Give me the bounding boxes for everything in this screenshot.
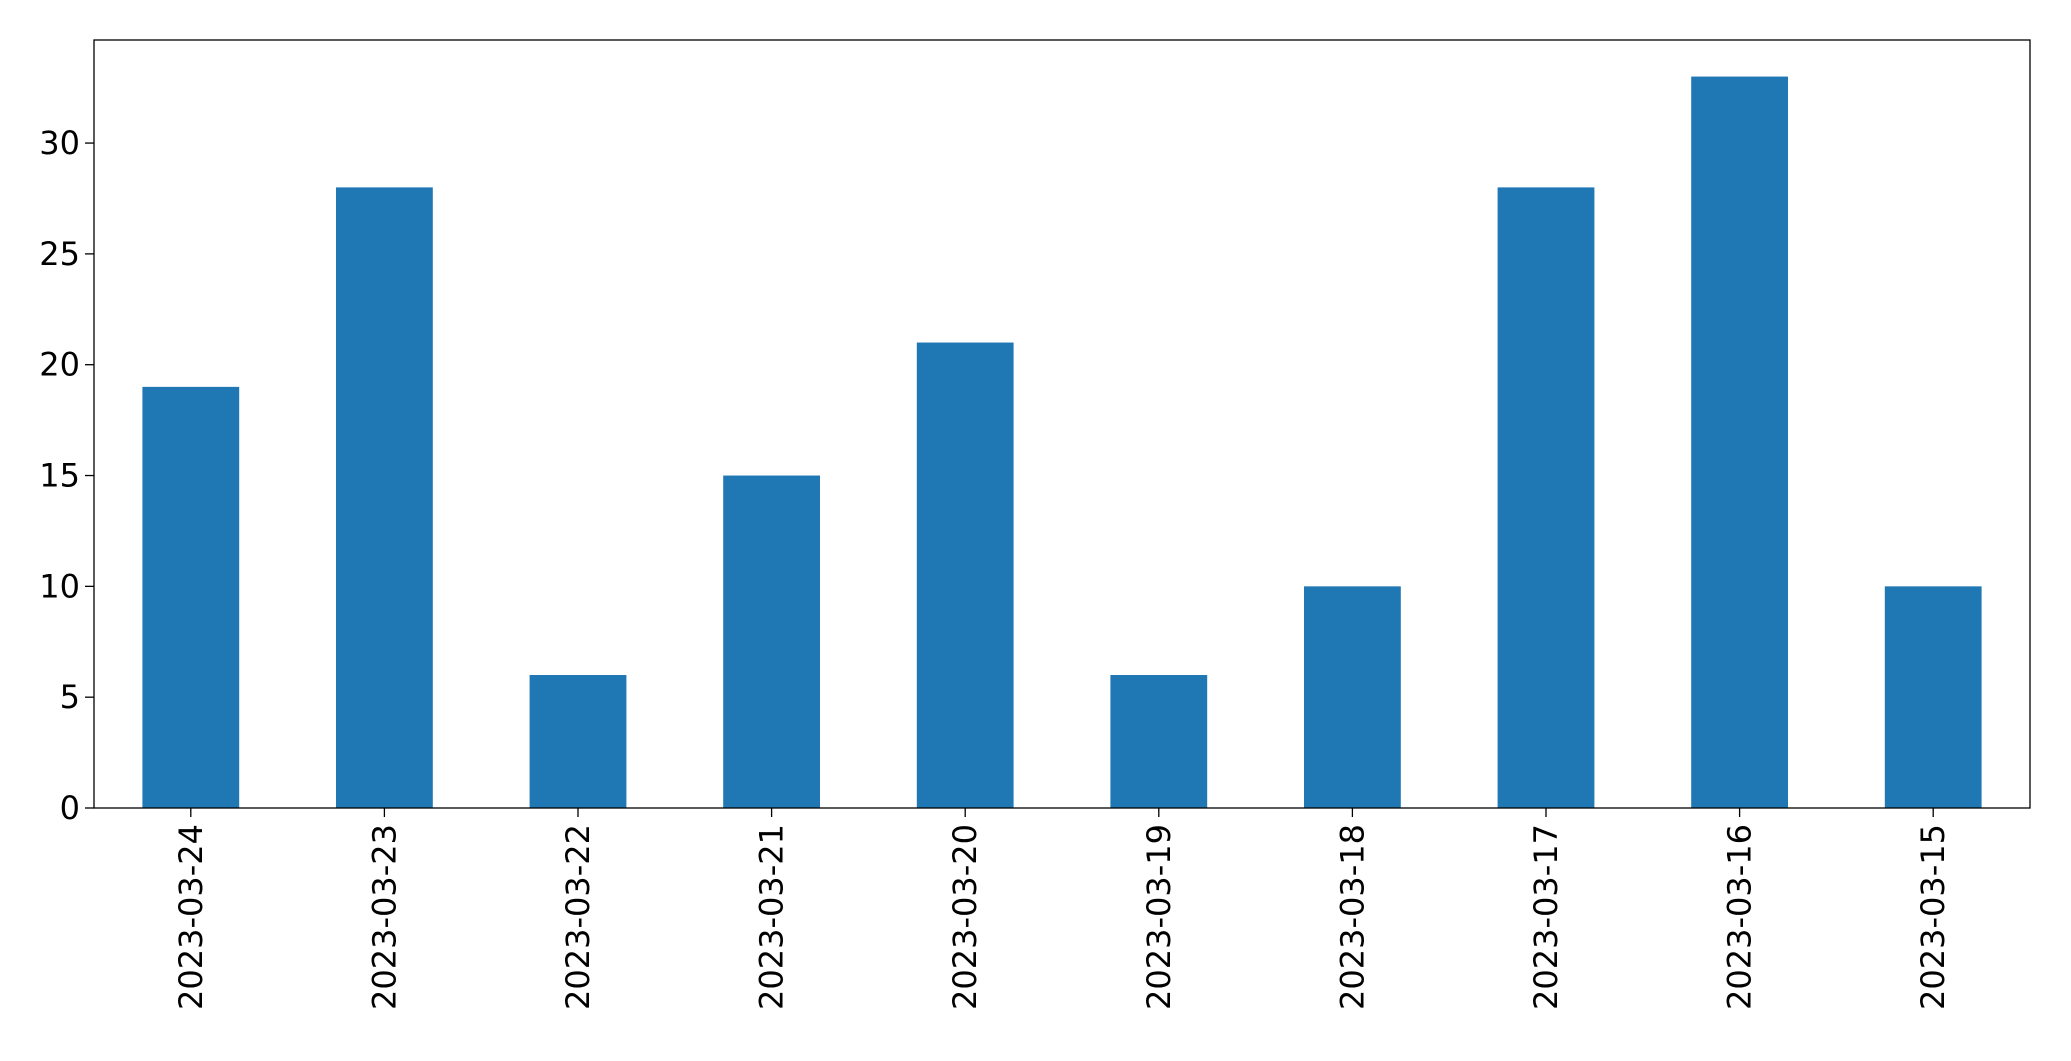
y-tick-label: 0 — [60, 789, 80, 827]
plot-frame — [93, 39, 2031, 809]
x-tick-label: 2023-03-19 — [1140, 824, 1178, 1010]
y-tick-label: 25 — [39, 235, 80, 273]
bar — [1691, 76, 1788, 809]
bar — [142, 386, 240, 808]
bar — [723, 475, 820, 808]
x-tick-label: 2023-03-21 — [753, 824, 791, 1010]
x-tick-label: 2023-03-17 — [1527, 824, 1565, 1010]
y-tick-label: 30 — [39, 124, 80, 162]
x-tick-label: 2023-03-15 — [1914, 824, 1952, 1010]
y-tick-label: 10 — [39, 567, 80, 605]
bar — [336, 187, 433, 809]
x-tick-label: 2023-03-18 — [1333, 824, 1371, 1010]
bar — [1110, 675, 1208, 808]
y-tick-label: 20 — [39, 346, 80, 384]
x-tick-label: 2023-03-20 — [946, 824, 984, 1010]
bar — [1304, 586, 1401, 808]
y-tick-label: 15 — [39, 457, 80, 495]
x-tick-label: 2023-03-23 — [365, 824, 403, 1010]
bar — [1884, 586, 1982, 808]
bar — [1497, 187, 1595, 809]
x-tick-label: 2023-03-24 — [172, 824, 210, 1010]
bar — [916, 342, 1014, 808]
bar — [529, 675, 627, 808]
x-tick-label: 2023-03-16 — [1721, 824, 1759, 1010]
x-tick-label: 2023-03-22 — [559, 824, 597, 1010]
y-tick-label: 5 — [60, 678, 80, 716]
